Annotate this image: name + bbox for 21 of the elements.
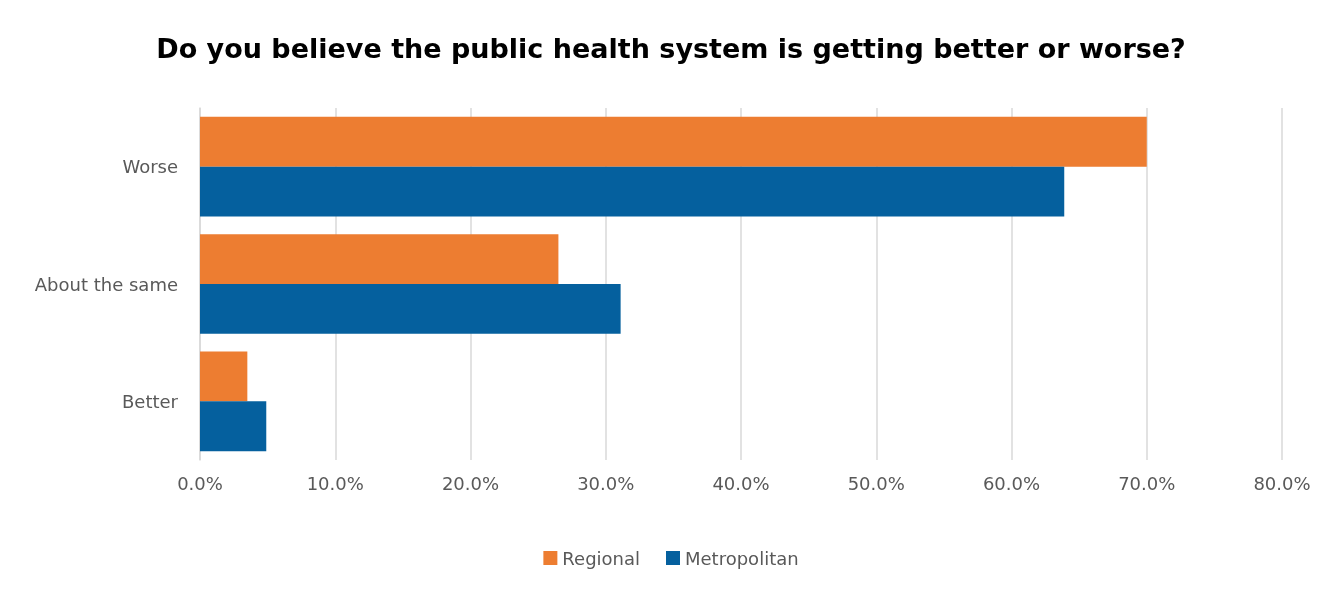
x-tick-label: 20.0% xyxy=(441,472,500,494)
x-tick-label: 10.0% xyxy=(306,472,364,494)
legend-label: Regional xyxy=(562,547,641,569)
y-tick-label: Worse xyxy=(122,156,178,178)
x-tick-label: 40.0% xyxy=(712,472,770,494)
bar xyxy=(200,234,559,284)
x-tick-label: 50.0% xyxy=(847,472,905,494)
x-tick-label: 80.0% xyxy=(1253,472,1311,494)
x-tick-label: 0.0% xyxy=(177,472,223,494)
x-tick-label: 60.0% xyxy=(982,472,1041,494)
bar xyxy=(200,284,621,334)
bar xyxy=(200,401,267,452)
y-tick-label: About the same xyxy=(34,273,178,295)
x-tick-label: 70.0% xyxy=(1118,472,1176,494)
bar xyxy=(200,351,248,402)
bar xyxy=(200,116,1147,167)
legend-label: Metropolitan xyxy=(685,547,799,569)
y-tick-label: Better xyxy=(121,390,179,412)
bar xyxy=(200,166,1065,217)
x-tick-label: 30.0% xyxy=(577,472,635,494)
chart-title: Do you believe the public health system is getting better or worse? xyxy=(156,33,1186,64)
